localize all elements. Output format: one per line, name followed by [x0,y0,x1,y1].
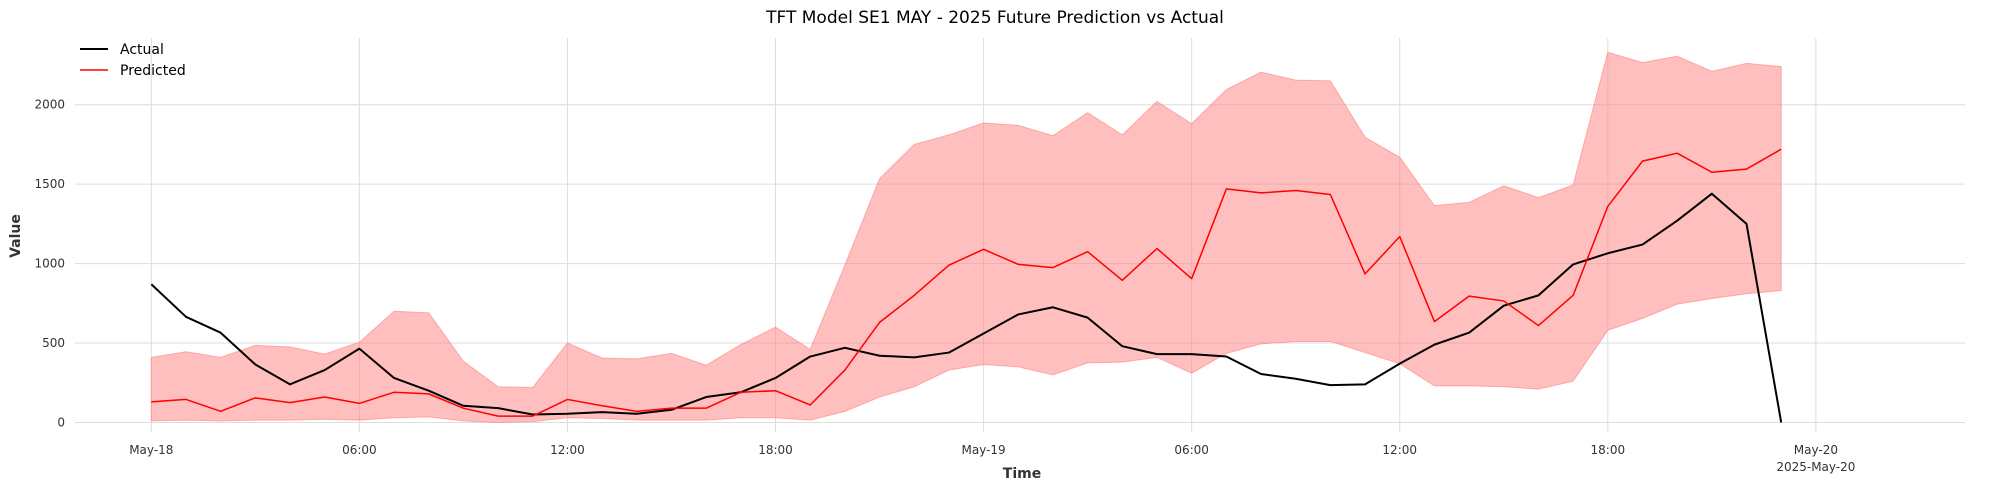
legend-label-actual: Actual [120,42,164,58]
prediction-band [150,51,1782,423]
x-tick-label: May-18 [129,443,173,457]
chart-title: TFT Model SE1 MAY - 2025 Future Predicti… [765,8,1224,28]
y-tick-label: 1500 [34,177,65,191]
x-tick-label: 06:00 [342,443,377,457]
x-tick-label: 06:00 [1174,443,1209,457]
y-tick-labels: 0 500 1000 1500 2000 [34,98,65,430]
x-tick-label: 18:00 [1591,443,1626,457]
y-tick-label: 500 [42,336,65,350]
legend-label-predicted: Predicted [120,63,186,79]
x-axis-label: Time [1003,466,1041,482]
series-line-predicted [151,148,1782,417]
x-tick-label: May-19 [961,443,1005,457]
x-tick-sublabel: 2025-May-20 [1776,460,1855,474]
y-tick-label: 1000 [34,257,65,271]
y-tick-label: 0 [57,415,65,429]
series-line-actual [150,192,1783,423]
x-tick-label: 12:00 [1382,443,1417,457]
x-tick-labels: May-18 06:00 12:00 18:00 May-19 06:00 12:00 18:… [129,443,1855,474]
legend: Actual Predicted [80,42,186,79]
x-tick-label: 12:00 [550,443,585,457]
x-tick-label: May-20 [1794,443,1838,457]
x-tick-label: 18:00 [758,443,793,457]
y-tick-label: 2000 [34,98,65,112]
prediction-interval-band [150,51,1782,423]
y-axis-label: Value [8,214,24,258]
series-lines [150,148,1783,423]
